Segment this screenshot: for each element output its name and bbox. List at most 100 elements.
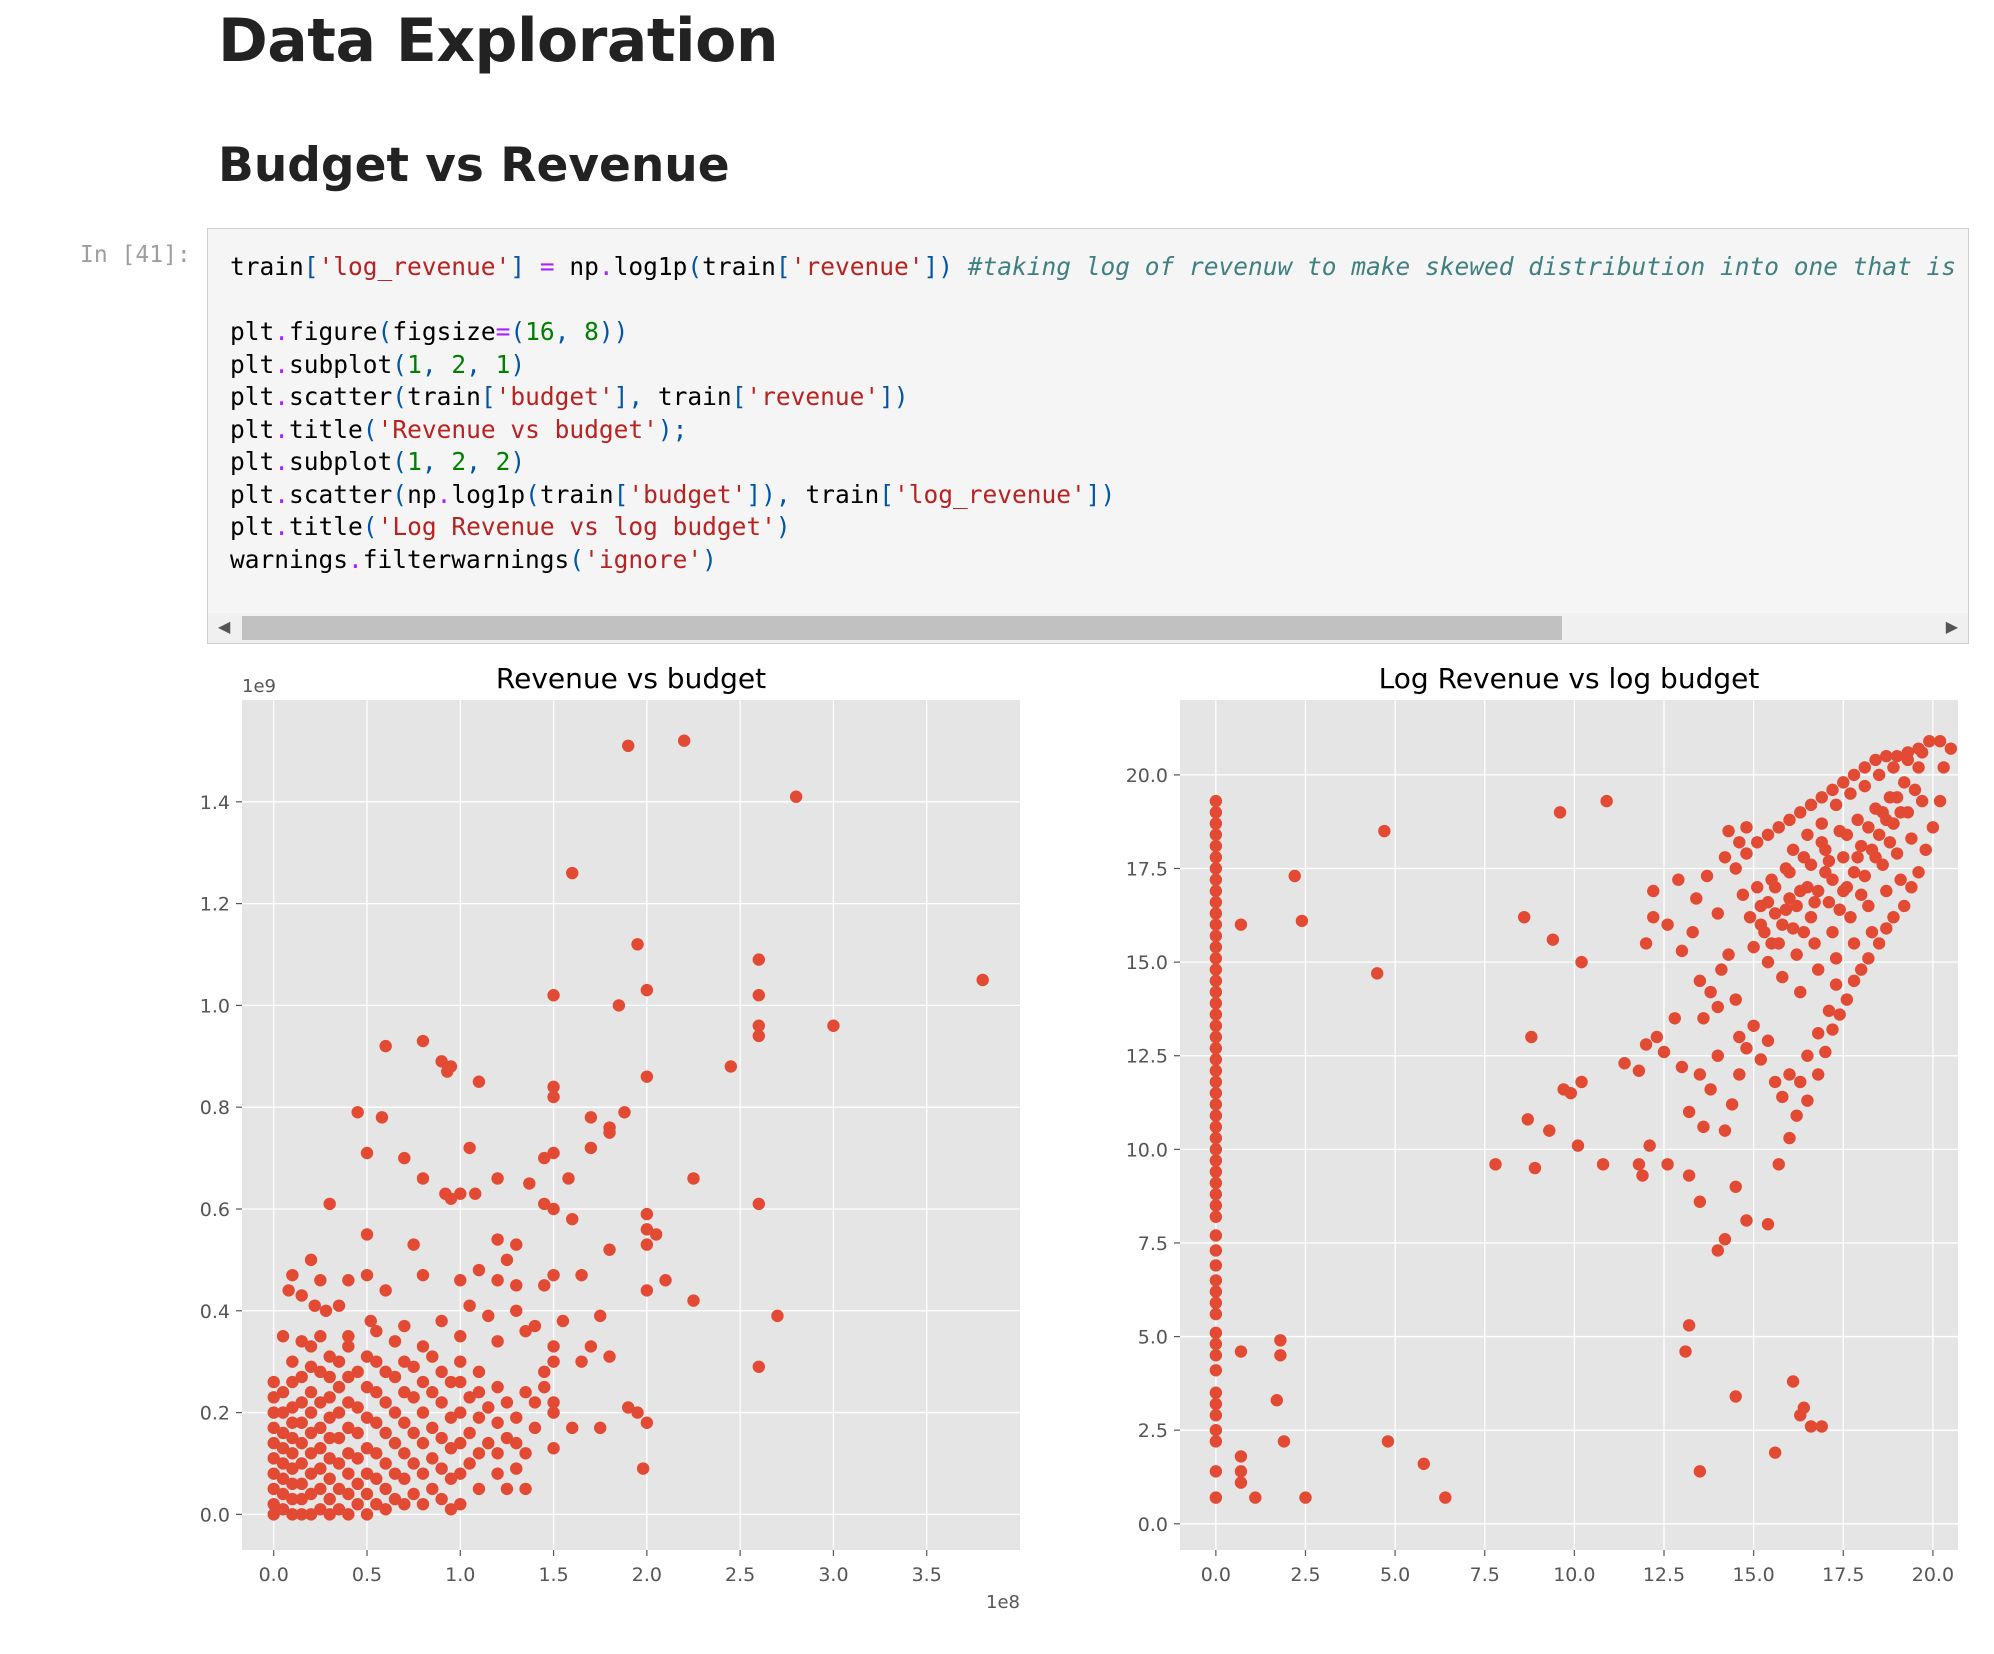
scatter-point	[360, 1228, 374, 1241]
scatter-point	[1370, 967, 1384, 980]
scatter-point	[286, 1477, 299, 1491]
scatter-point	[435, 1055, 448, 1068]
code-token: 1	[495, 349, 511, 379]
scatter-point	[1700, 869, 1714, 883]
scatter-point	[1209, 1274, 1223, 1287]
y-tick-label: 10.0	[1126, 1139, 1168, 1161]
scatter-point	[1209, 1120, 1223, 1134]
scatter-point	[370, 1416, 383, 1429]
x-tick-label: 0.0	[259, 1564, 289, 1586]
scatter-point	[1898, 899, 1911, 913]
scatter-point	[1209, 1064, 1223, 1077]
scatter-point	[510, 1238, 523, 1251]
scatter-point	[1543, 1124, 1556, 1137]
scatter-point	[379, 1503, 392, 1516]
scatter-point	[267, 1452, 280, 1465]
code-token: ,	[466, 447, 496, 476]
scatter-point	[640, 1207, 654, 1221]
scatter-point	[1711, 1244, 1724, 1257]
scatter-point	[1209, 1285, 1223, 1298]
scatter-point	[1851, 851, 1864, 864]
scatter-point	[1596, 1158, 1610, 1171]
code-token: 'log_revenue'	[318, 252, 511, 281]
code-token: title	[289, 414, 363, 444]
scatter-point	[1786, 843, 1800, 856]
code-token: .	[274, 479, 290, 509]
scatter-point	[1650, 1030, 1664, 1044]
scatter-point	[1765, 937, 1778, 950]
scatter-point	[1790, 899, 1803, 913]
scatter-point	[1912, 761, 1925, 774]
scatter-point	[1711, 1000, 1724, 1014]
code-token: (	[362, 414, 378, 444]
code-token: 16	[525, 317, 555, 346]
code-token: 'revenue'	[746, 382, 880, 411]
scatter-point	[1636, 1169, 1649, 1182]
scatter-point	[304, 1487, 318, 1501]
scatter-point	[1209, 1098, 1223, 1111]
scatter-point	[370, 1447, 383, 1460]
scatter-point	[276, 1386, 290, 1399]
scatter-point	[1209, 896, 1223, 909]
scatter-point	[500, 1396, 514, 1409]
code-token: [	[303, 252, 319, 281]
scatter-point	[1887, 761, 1900, 774]
code-token: (	[362, 512, 378, 541]
scatter-point	[1808, 937, 1821, 950]
scatter-point	[1883, 836, 1897, 849]
y-offset-text: 1e9	[242, 676, 276, 697]
scatter-point	[360, 1508, 374, 1521]
scatter-point	[1234, 1450, 1248, 1463]
scroll-left-icon[interactable]: ◀	[218, 617, 231, 636]
scatter-point	[407, 1391, 420, 1404]
scatter-point	[1858, 761, 1871, 774]
scatter-point	[1761, 828, 1775, 842]
code-token: np	[407, 479, 437, 509]
scatter-point	[416, 1467, 430, 1480]
scatter-point	[1209, 1435, 1223, 1448]
scatter-point	[1249, 1491, 1262, 1504]
scatter-point	[388, 1406, 402, 1419]
scatter-point	[267, 1467, 280, 1480]
scatter-point	[342, 1447, 355, 1460]
code-editor[interactable]: train['log_revenue'] = np.log1p(train['r…	[230, 251, 1965, 576]
scatter-point	[267, 1406, 280, 1419]
scatter-point	[435, 1431, 448, 1445]
scatter-point	[454, 1436, 467, 1450]
scatter-point	[1697, 1012, 1710, 1025]
scatter-point	[388, 1370, 402, 1384]
x-tick-label: 12.5	[1643, 1564, 1685, 1586]
scrollbar-thumb[interactable]	[242, 616, 1562, 640]
plot-area	[1180, 700, 1958, 1550]
code-token: plt	[230, 447, 275, 476]
code-token: (	[377, 317, 393, 346]
scatter-point	[1209, 1154, 1223, 1167]
horizontal-scrollbar[interactable]: ◀ ▶	[208, 613, 1968, 643]
scatter-point	[622, 1401, 635, 1414]
scatter-point	[491, 1172, 504, 1185]
scatter-point	[1783, 1131, 1796, 1145]
scatter-point	[547, 989, 560, 1002]
scroll-right-icon[interactable]: ▶	[1945, 617, 1958, 636]
scatter-point	[1661, 1158, 1674, 1171]
code-token: plt	[230, 479, 275, 509]
scatter-point	[398, 1416, 411, 1429]
scatter-point	[332, 1355, 346, 1368]
scatter-point	[360, 1411, 374, 1424]
scatter-point	[612, 999, 626, 1012]
scatter-point	[510, 1304, 523, 1317]
scatter-point	[388, 1335, 402, 1348]
code-token: );	[657, 414, 688, 444]
code-token: ]	[510, 252, 526, 281]
scatter-point	[519, 1386, 532, 1399]
scatter-point	[398, 1497, 411, 1511]
scatter-point	[379, 1457, 392, 1470]
scatter-point	[1794, 1075, 1807, 1089]
scatter-point	[1797, 1401, 1811, 1414]
code-cell[interactable]: train['log_revenue'] = np.log1p(train['r…	[207, 228, 1969, 644]
scatter-point	[1894, 806, 1907, 819]
scatter-point	[398, 1386, 411, 1399]
scatter-point	[454, 1330, 467, 1343]
scatter-point	[407, 1457, 420, 1470]
scatter-point	[1209, 862, 1223, 875]
